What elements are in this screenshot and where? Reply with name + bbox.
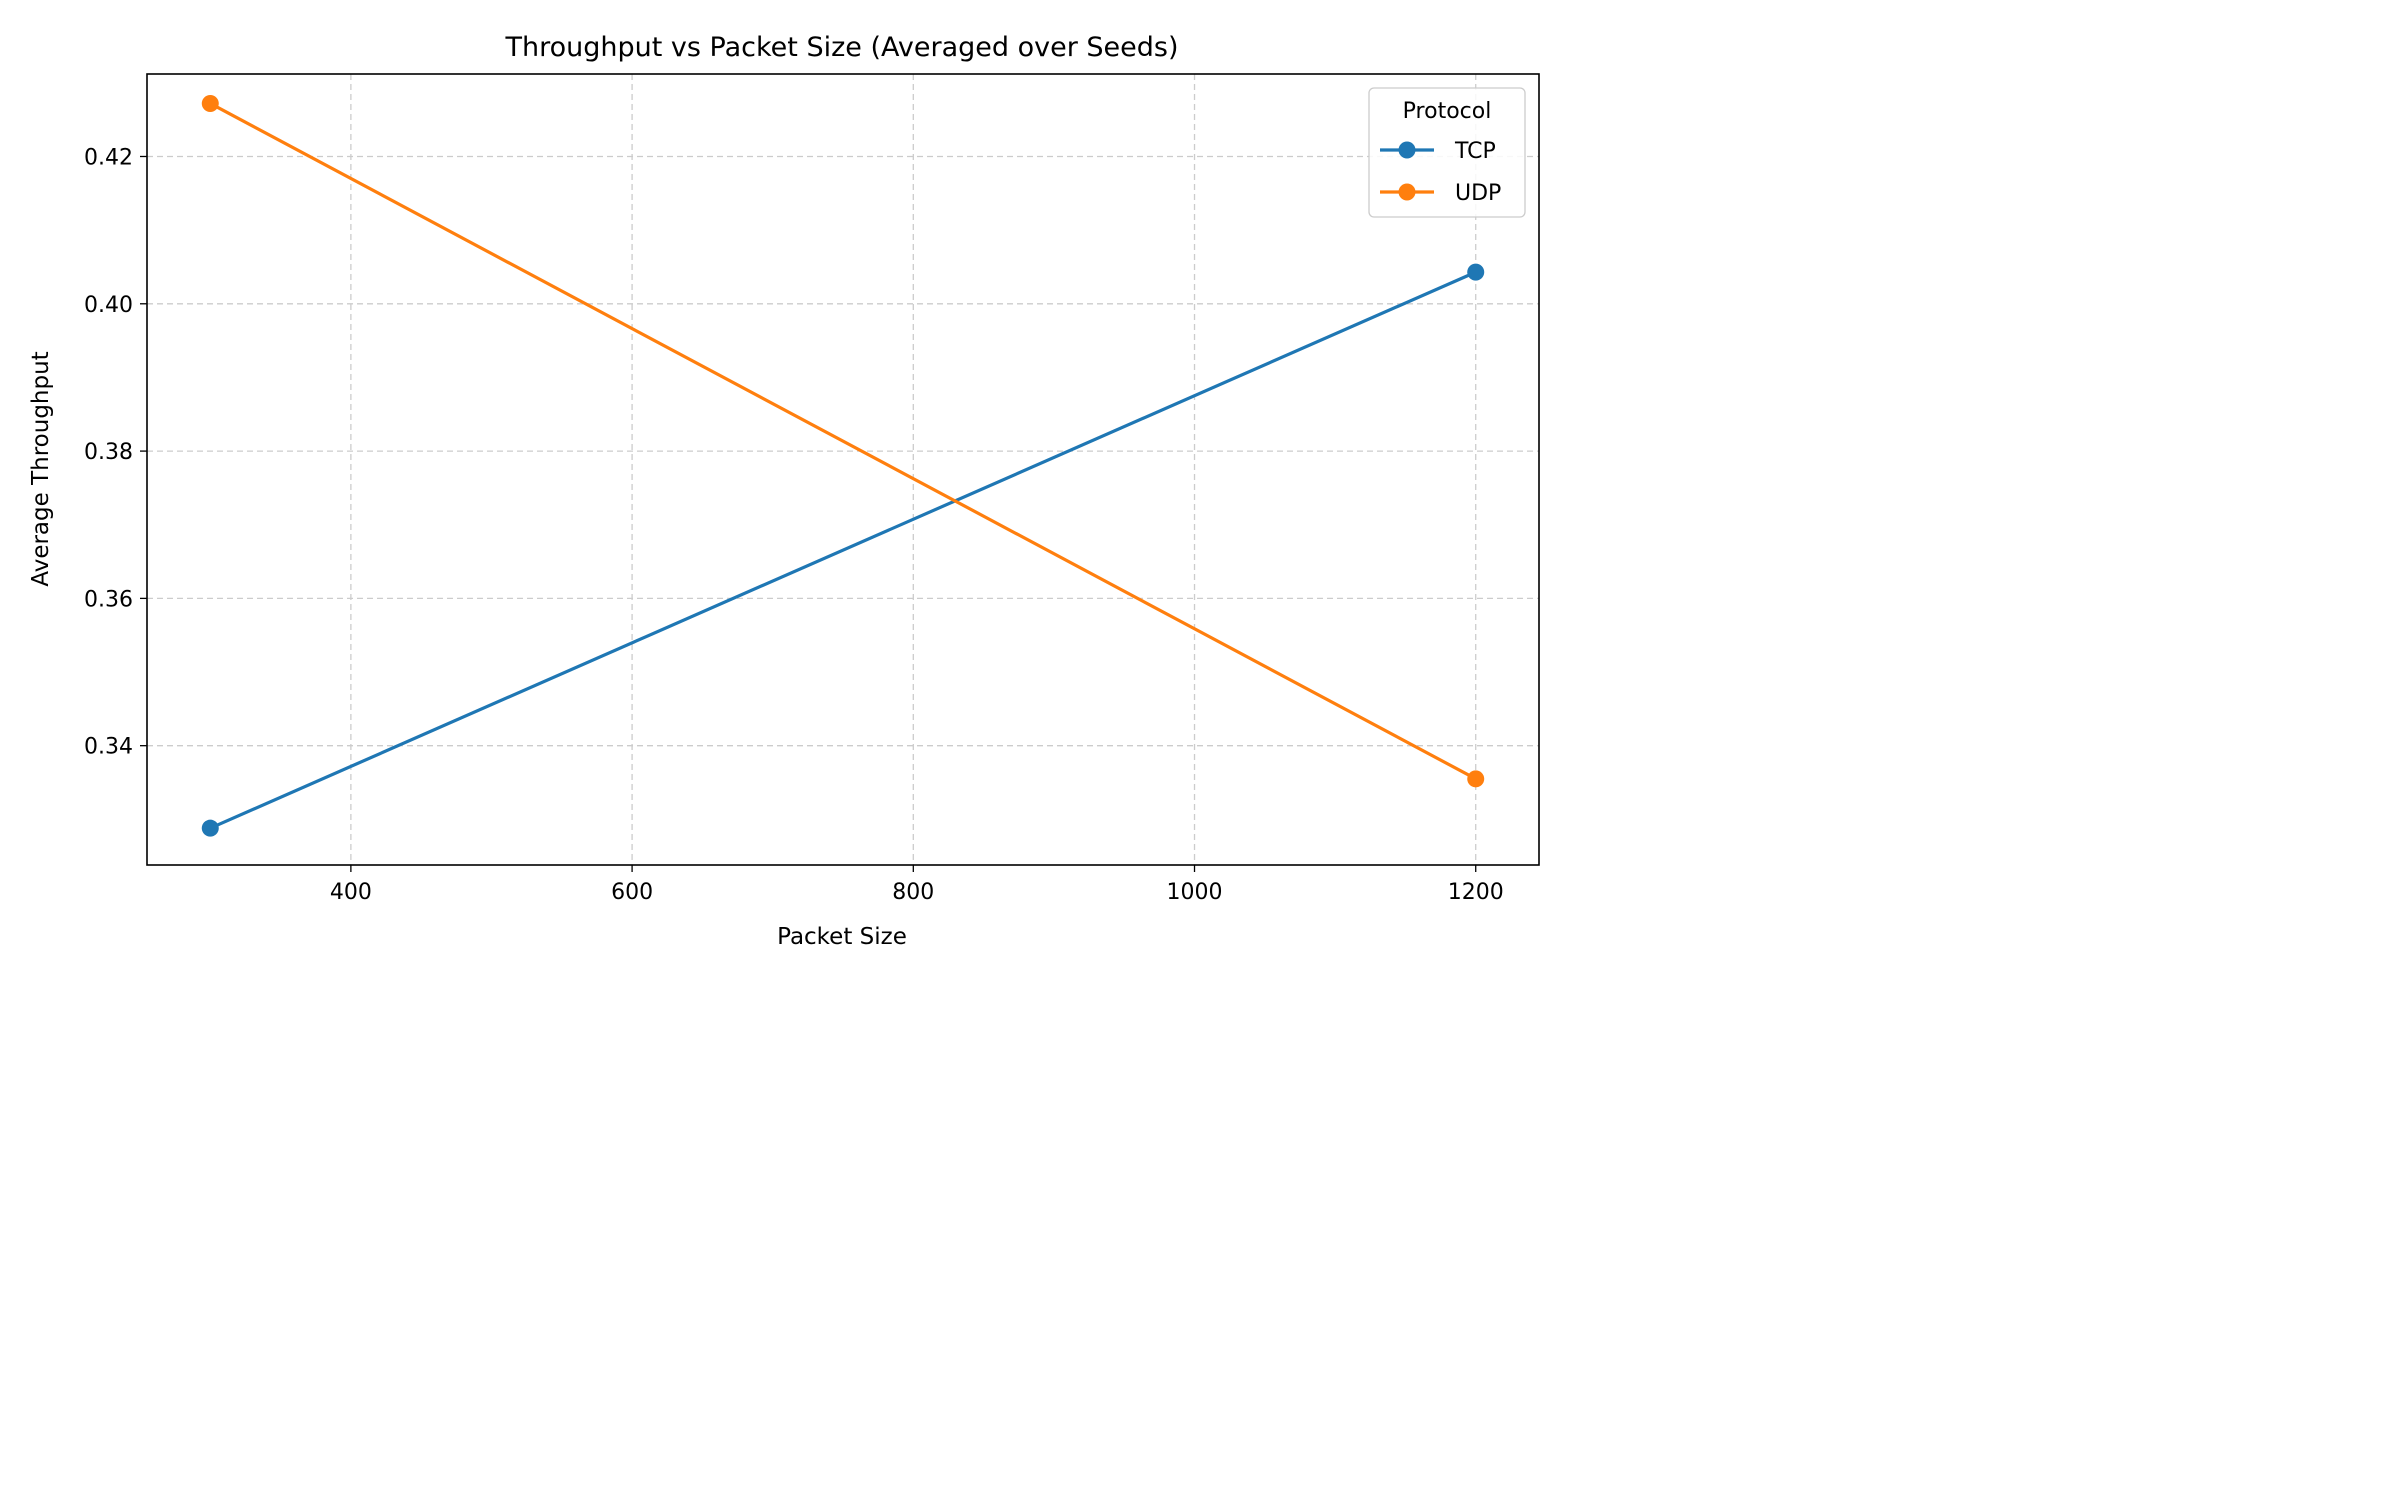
- legend-label: UDP: [1455, 181, 1501, 206]
- y-axis-label: Average Throughput: [28, 351, 54, 586]
- data-point-tcp: [1467, 263, 1485, 281]
- y-tick-label: 0.40: [84, 293, 133, 318]
- line-chart: 400 600 800 1000 1200 0.34 0.36 0.38 0.40 0.42 Th…: [0, 0, 1563, 977]
- legend-item-tcp: TCP: [1380, 139, 1496, 164]
- x-tick-label: 1200: [1448, 880, 1504, 905]
- legend-item-udp: UDP: [1380, 181, 1501, 206]
- series-udp: [201, 94, 1485, 788]
- legend-label: TCP: [1454, 139, 1496, 164]
- data-point-udp: [201, 94, 219, 112]
- series-lines: [201, 94, 1485, 837]
- series-tcp: [201, 263, 1485, 837]
- legend-swatch-marker: [1398, 183, 1416, 201]
- y-tick-label: 0.34: [84, 735, 133, 760]
- legend-title: Protocol: [1403, 99, 1492, 124]
- y-tick-label: 0.38: [84, 440, 133, 465]
- y-tick-label: 0.42: [84, 145, 133, 170]
- legend-swatch-marker: [1398, 141, 1416, 159]
- data-point-tcp: [201, 819, 219, 837]
- x-tick-label: 600: [611, 880, 653, 905]
- y-tick-label: 0.36: [84, 587, 133, 612]
- figure-background: [0, 0, 1563, 977]
- legend: Protocol TCP UDP: [1368, 87, 1526, 218]
- x-tick-label: 800: [892, 880, 934, 905]
- data-point-udp: [1467, 770, 1485, 788]
- series-line-tcp: [208, 270, 1478, 831]
- x-tick-label: 400: [330, 880, 372, 905]
- axis-ticks: 400 600 800 1000 1200 0.34 0.36 0.38 0.40 0.42: [84, 145, 1504, 905]
- grid: [147, 74, 1539, 865]
- series-line-udp: [208, 101, 1478, 781]
- x-tick-label: 1000: [1167, 880, 1223, 905]
- plot-frame: [146, 73, 1540, 866]
- chart-title: Throughput vs Packet Size (Averaged over…: [505, 32, 1179, 63]
- x-axis-label: Packet Size: [777, 924, 907, 950]
